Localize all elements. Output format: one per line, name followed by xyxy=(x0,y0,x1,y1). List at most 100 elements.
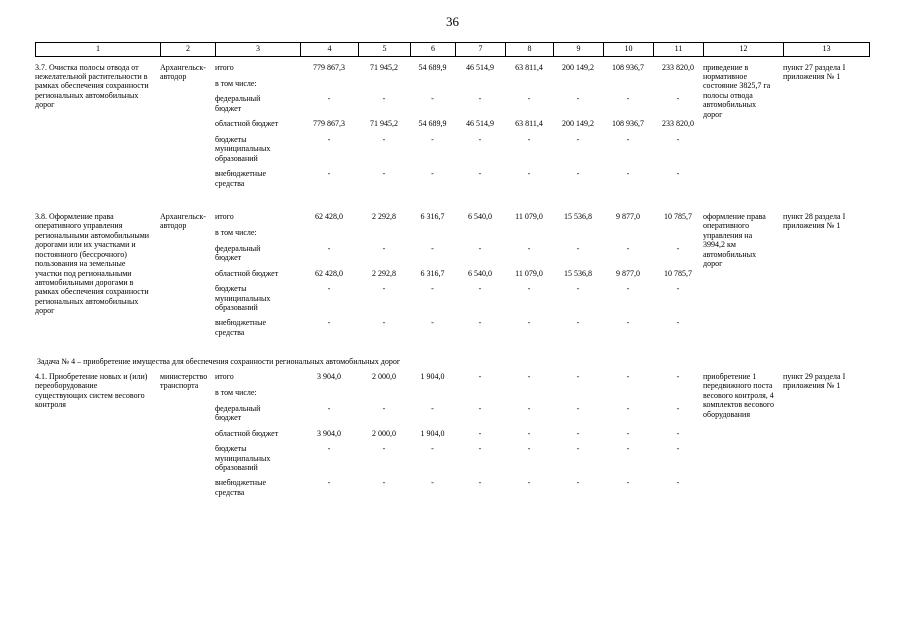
column-number-12: 12 xyxy=(703,42,783,57)
column-number-1: 1 xyxy=(35,42,160,57)
value-cell: 15 536,8 xyxy=(564,211,592,221)
value-cell: 71 945,2 xyxy=(370,62,398,72)
budget-line-label: областной бюджет xyxy=(215,428,279,438)
activity-title: 3.7. Очистка полосы отвода от нежелатель… xyxy=(35,62,149,110)
executor: министерство транспорта xyxy=(160,371,208,391)
budget-line-label: внебюджетные средства xyxy=(215,169,266,188)
budget-line-label: федеральный бюджет xyxy=(215,94,261,113)
value-cell: - xyxy=(676,318,680,328)
budget-line-label: в том числе: xyxy=(215,388,257,398)
value-cell: - xyxy=(626,318,630,328)
column-number-3: 3 xyxy=(215,42,300,57)
budget-line-label: внебюджетные средства xyxy=(215,478,266,497)
budget-line-label: в том числе: xyxy=(215,228,257,238)
budget-line-label: областной бюджет xyxy=(215,268,279,278)
value-cell: - xyxy=(576,169,580,179)
value-cell: - xyxy=(576,403,580,413)
value-cell: - xyxy=(527,478,531,488)
value-cell: - xyxy=(576,371,580,381)
value-cell: - xyxy=(626,428,630,438)
value-cell: 11 079,0 xyxy=(515,268,543,278)
value-cell: - xyxy=(527,371,531,381)
column-number-6: 6 xyxy=(410,42,455,57)
expected-result: приобретение 1 передвижного поста весово… xyxy=(703,371,774,419)
reference: пункт 27 раздела I приложения № 1 xyxy=(783,62,846,82)
value-cell: 233 820,0 xyxy=(662,62,694,72)
value-cell: - xyxy=(676,94,680,104)
value-cell: 62 428,0 xyxy=(315,268,343,278)
executor: Архангельск-автодор xyxy=(160,211,206,231)
value-cell: - xyxy=(327,403,331,413)
budget-line-label: в том числе: xyxy=(215,79,257,89)
value-cell: - xyxy=(478,403,482,413)
section-header: Задача № 4 – приобретение имущества для … xyxy=(37,357,401,367)
table-row: 4.1. Приобретение новых и (или) переобор… xyxy=(35,372,870,503)
value-cell: - xyxy=(431,243,434,253)
value-cell: - xyxy=(626,403,630,413)
value-cell: - xyxy=(478,169,482,179)
value-cell: - xyxy=(431,94,434,104)
value-cell: - xyxy=(478,371,482,381)
value-cell: - xyxy=(382,94,386,104)
reference: пункт 28 раздела I приложения № 1 xyxy=(783,211,846,231)
value-cell: - xyxy=(431,134,434,144)
value-cell: - xyxy=(576,94,580,104)
value-cell: - xyxy=(431,318,434,328)
value-cell: 9 877,0 xyxy=(616,268,640,278)
value-cell: - xyxy=(676,444,680,454)
value-cell: - xyxy=(576,428,580,438)
value-cell: 71 945,2 xyxy=(370,119,398,129)
budget-line-label: итого xyxy=(215,62,234,72)
budget-line-label: бюджеты муниципальных образований xyxy=(215,134,271,163)
value-cell: - xyxy=(327,169,331,179)
value-cell: - xyxy=(382,284,386,294)
value-cell: - xyxy=(676,428,680,438)
value-cell: - xyxy=(576,134,580,144)
value-cell: - xyxy=(327,243,331,253)
value-cell: - xyxy=(576,444,580,454)
value-cell: - xyxy=(327,318,331,328)
value-cell: - xyxy=(478,134,482,144)
value-cell: - xyxy=(327,94,331,104)
value-cell: 200 149,2 xyxy=(562,119,594,129)
budget-line-label: бюджеты муниципальных образований xyxy=(215,444,271,472)
value-cell: - xyxy=(431,478,434,488)
value-cell: - xyxy=(431,169,434,179)
value-cell: 108 936,7 xyxy=(612,62,644,72)
value-cell: - xyxy=(576,478,580,488)
budget-line-label: федеральный бюджет xyxy=(215,403,261,423)
value-cell: 6 316,7 xyxy=(420,268,445,278)
value-cell: 46 514,9 xyxy=(466,119,494,129)
value-cell: - xyxy=(382,318,386,328)
table-row: 3.7. Очистка полосы отвода от нежелатель… xyxy=(35,63,870,194)
value-cell: - xyxy=(676,371,680,381)
value-cell: 2 292,8 xyxy=(372,211,396,221)
value-cell: - xyxy=(478,94,482,104)
value-cell: - xyxy=(676,403,680,413)
value-cell: - xyxy=(382,478,386,488)
value-cell: 54 689,9 xyxy=(418,62,447,72)
value-cell: - xyxy=(576,284,580,294)
value-cell: - xyxy=(626,371,630,381)
value-cell: 63 811,4 xyxy=(515,119,543,129)
value-cell: 6 540,0 xyxy=(468,268,492,278)
column-number-8: 8 xyxy=(505,42,553,57)
expected-result: приведение в нормативное состояние 3825,… xyxy=(703,62,771,119)
value-cell: - xyxy=(527,284,531,294)
document-page: 36 1 2 3 4 5 6 7 8 9 10 11 12 13 3.7. Очистка полосы … xyxy=(35,14,870,503)
value-cell: - xyxy=(478,478,482,488)
value-cell: 11 079,0 xyxy=(515,211,543,221)
value-cell: 108 936,7 xyxy=(612,119,644,129)
value-cell: - xyxy=(527,444,531,454)
column-number-2: 2 xyxy=(160,42,215,57)
value-cell: 9 877,0 xyxy=(616,211,640,221)
value-cell: - xyxy=(626,134,630,144)
activity-title: 3.8. Оформление права оперативного управ… xyxy=(35,211,150,316)
budget-line-label: бюджеты муниципальных образований xyxy=(215,284,271,313)
value-cell: - xyxy=(626,169,630,179)
value-cell: - xyxy=(382,134,386,144)
budget-line-label: федеральный бюджет xyxy=(215,243,261,263)
value-cell: - xyxy=(327,284,331,294)
value-cell: - xyxy=(626,284,630,294)
value-cell: 10 785,7 xyxy=(664,211,692,221)
